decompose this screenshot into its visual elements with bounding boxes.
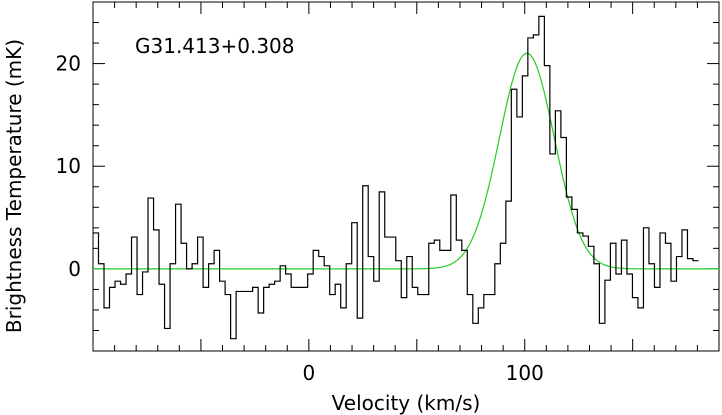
- x-tick-label: 100: [506, 361, 544, 385]
- y-axis-label: Brightness Temperature (mK): [2, 39, 26, 333]
- gaussian-fit-line: [93, 52, 719, 270]
- spectrum-histogram-line: [93, 15, 699, 340]
- x-tick-label: 0: [302, 361, 315, 385]
- x-axis-ticks: 0 100: [92, 2, 720, 385]
- plot-frame: [92, 1, 720, 352]
- y-tick-label: 20: [56, 52, 81, 76]
- source-annotation: G31.413+0.308: [135, 34, 295, 58]
- y-tick-label: 10: [56, 154, 81, 178]
- y-tick-label: 0: [68, 257, 81, 281]
- x-axis-label: Velocity (km/s): [332, 391, 481, 415]
